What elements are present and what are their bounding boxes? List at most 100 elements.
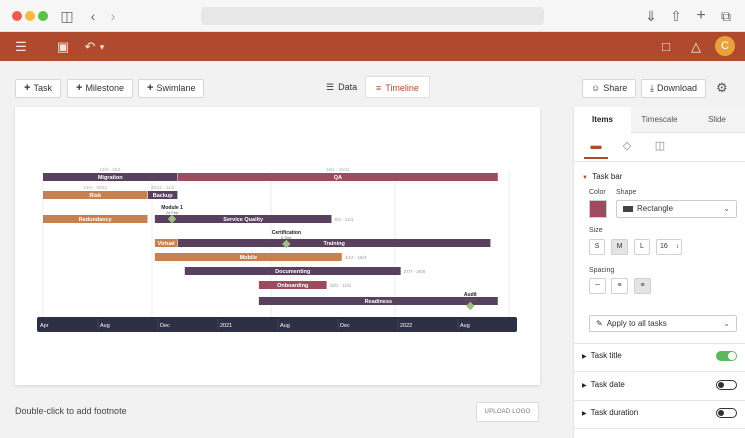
browser-chrome: ◫ ‹ › ⇓ ⇧ + ⧉ [0,0,745,32]
undo-icon[interactable]: ↶ [84,39,96,54]
toggle-knob [718,409,724,416]
gear-icon[interactable]: ⚙ [716,80,728,95]
task-date-label: 13/4 - 30/11 [83,185,107,190]
divider [574,400,745,401]
toggle-knob [718,381,724,388]
font-size-value: 16 [660,243,668,250]
task-date-label: 12/4 - 31/1 [99,167,121,172]
address-bar[interactable] [201,7,544,25]
task-bar [43,191,148,199]
caret-right-icon: ▶ [582,411,587,417]
timescale-label: Apr [40,323,49,329]
rectangle-icon [623,205,633,212]
tab-data[interactable]: ☰ Data [316,76,367,98]
timeline-canvas[interactable]: Migration 12/4 - 31/1 QA 16/1 - 15/11 Risk 13… [15,107,540,385]
size-l-button[interactable]: L [634,239,650,255]
milestone-label: Module 1 [161,205,183,211]
minimize-window-dot[interactable] [25,11,35,21]
task-date-section[interactable]: ▶ Task date [582,380,625,389]
task-duration-toggle[interactable] [716,408,737,418]
back-icon[interactable]: ‹ [90,8,96,24]
task-bar [184,267,401,275]
task-title-toggle[interactable] [716,351,737,361]
close-window-dot[interactable] [12,11,22,21]
chevron-down-icon[interactable]: ▾ [99,42,105,52]
task-title-section[interactable]: ▶ Task title [582,351,622,360]
task-label: Documenting [275,269,310,275]
timescale-label: Dec [160,323,170,329]
task-bar [43,215,148,223]
task-date-label: 5/3 - 14/1 [334,217,354,222]
spacing-tight-button[interactable]: ─ [589,278,606,294]
add-task-button[interactable]: + Task [15,79,61,98]
task-date-label: Task date [590,380,625,389]
chevron-down-icon: ⌄ [723,319,730,328]
task-date-label: 4/12 - 18/3 [345,255,367,260]
timescale-label: Aug [280,323,290,329]
task-date-toggle[interactable] [716,380,737,390]
footnote-placeholder[interactable]: Double-click to add footnote [15,406,127,416]
milestone-marker [282,239,291,249]
task-label: Training [323,241,344,247]
toggle-knob [728,352,736,360]
task-duration-label: Task duration [590,408,639,417]
font-size-stepper[interactable]: 16 ↕ [656,239,682,255]
comment-icon[interactable]: □ [662,39,670,54]
share-icon[interactable]: ⇧ [670,8,682,24]
add-swimlane-label: Swimlane [156,83,196,93]
task-duration-section[interactable]: ▶ Task duration [582,408,638,417]
size-s-button[interactable]: S [589,239,605,255]
milestone-marker [466,301,475,311]
task-label: Migration [98,175,123,181]
apply-all-label: Apply to all tasks [606,319,667,328]
spacing-medium-button[interactable]: ≡ [611,278,628,294]
tabs-overview-icon[interactable]: ⧉ [721,8,731,24]
tab-slide[interactable]: Slide [688,107,745,133]
save-icon[interactable]: ▣ [56,39,70,54]
tab-timescale[interactable]: Timescale [631,107,688,133]
milestone-marker [167,214,177,224]
forward-icon[interactable]: › [110,8,116,24]
task-date-label: 16/1 - 15/11 [326,167,350,172]
swimlane-style-icon[interactable]: ◫ [654,140,666,152]
download-button[interactable]: ⤓ Download [641,79,707,98]
share-button[interactable]: ☺ Share [582,79,637,98]
download-icon: ⤓ [650,83,654,93]
milestone-style-icon[interactable]: ◇ [622,140,632,152]
task-bar-style-underline [584,157,608,159]
milestone-date: 24 Feb [166,210,179,215]
task-label: Service Quality [223,217,264,223]
share-user-icon: ☺ [591,83,601,93]
apply-all-select[interactable]: ✎ Apply to all tasks ⌄ [589,315,737,332]
shape-select[interactable]: Rectangle ⌄ [616,200,737,218]
divider [574,371,745,372]
task-bar [154,239,178,247]
maximize-window-dot[interactable] [38,11,48,21]
timescale-label: 2022 [400,323,412,329]
plus-icon: + [147,82,154,94]
color-swatch[interactable] [589,200,607,218]
spacing-wide-button[interactable]: ≡ [634,278,651,294]
format-panel: Items Timescale Slide ▬ ◇ ◫ ▼ Task bar C… [573,107,745,438]
tab-items[interactable]: Items [574,107,631,133]
add-swimlane-button[interactable]: + Swimlane [138,79,205,98]
size-m-button[interactable]: M [611,239,628,255]
download-icon[interactable]: ⇓ [645,8,657,24]
tab-timeline[interactable]: ≡ Timeline [365,76,430,98]
upload-logo-button[interactable]: UPLOAD LOGO [476,402,539,422]
timescale-label: Dec [340,323,350,329]
new-tab-icon[interactable]: + [696,7,706,24]
timeline-app-icon[interactable]: ☰ [15,39,27,54]
timescale-label: Aug [100,323,110,329]
task-date-label: 27/7 - 26/8 [404,269,426,274]
caret-right-icon: ▶ [582,354,587,360]
add-milestone-button[interactable]: + Milestone [67,79,133,98]
task-bar-style-icon[interactable]: ▬ [590,140,602,152]
stepper-arrows-icon: ↕ [676,244,679,250]
user-avatar[interactable]: C [715,36,735,56]
tab-data-label: Data [338,82,358,92]
caret-down-icon: ▼ [582,175,588,181]
sidebar-toggle-icon[interactable]: ◫ [60,8,74,24]
task-bar-header[interactable]: ▼ Task bar [582,172,622,181]
bell-icon[interactable]: △ [691,39,701,54]
